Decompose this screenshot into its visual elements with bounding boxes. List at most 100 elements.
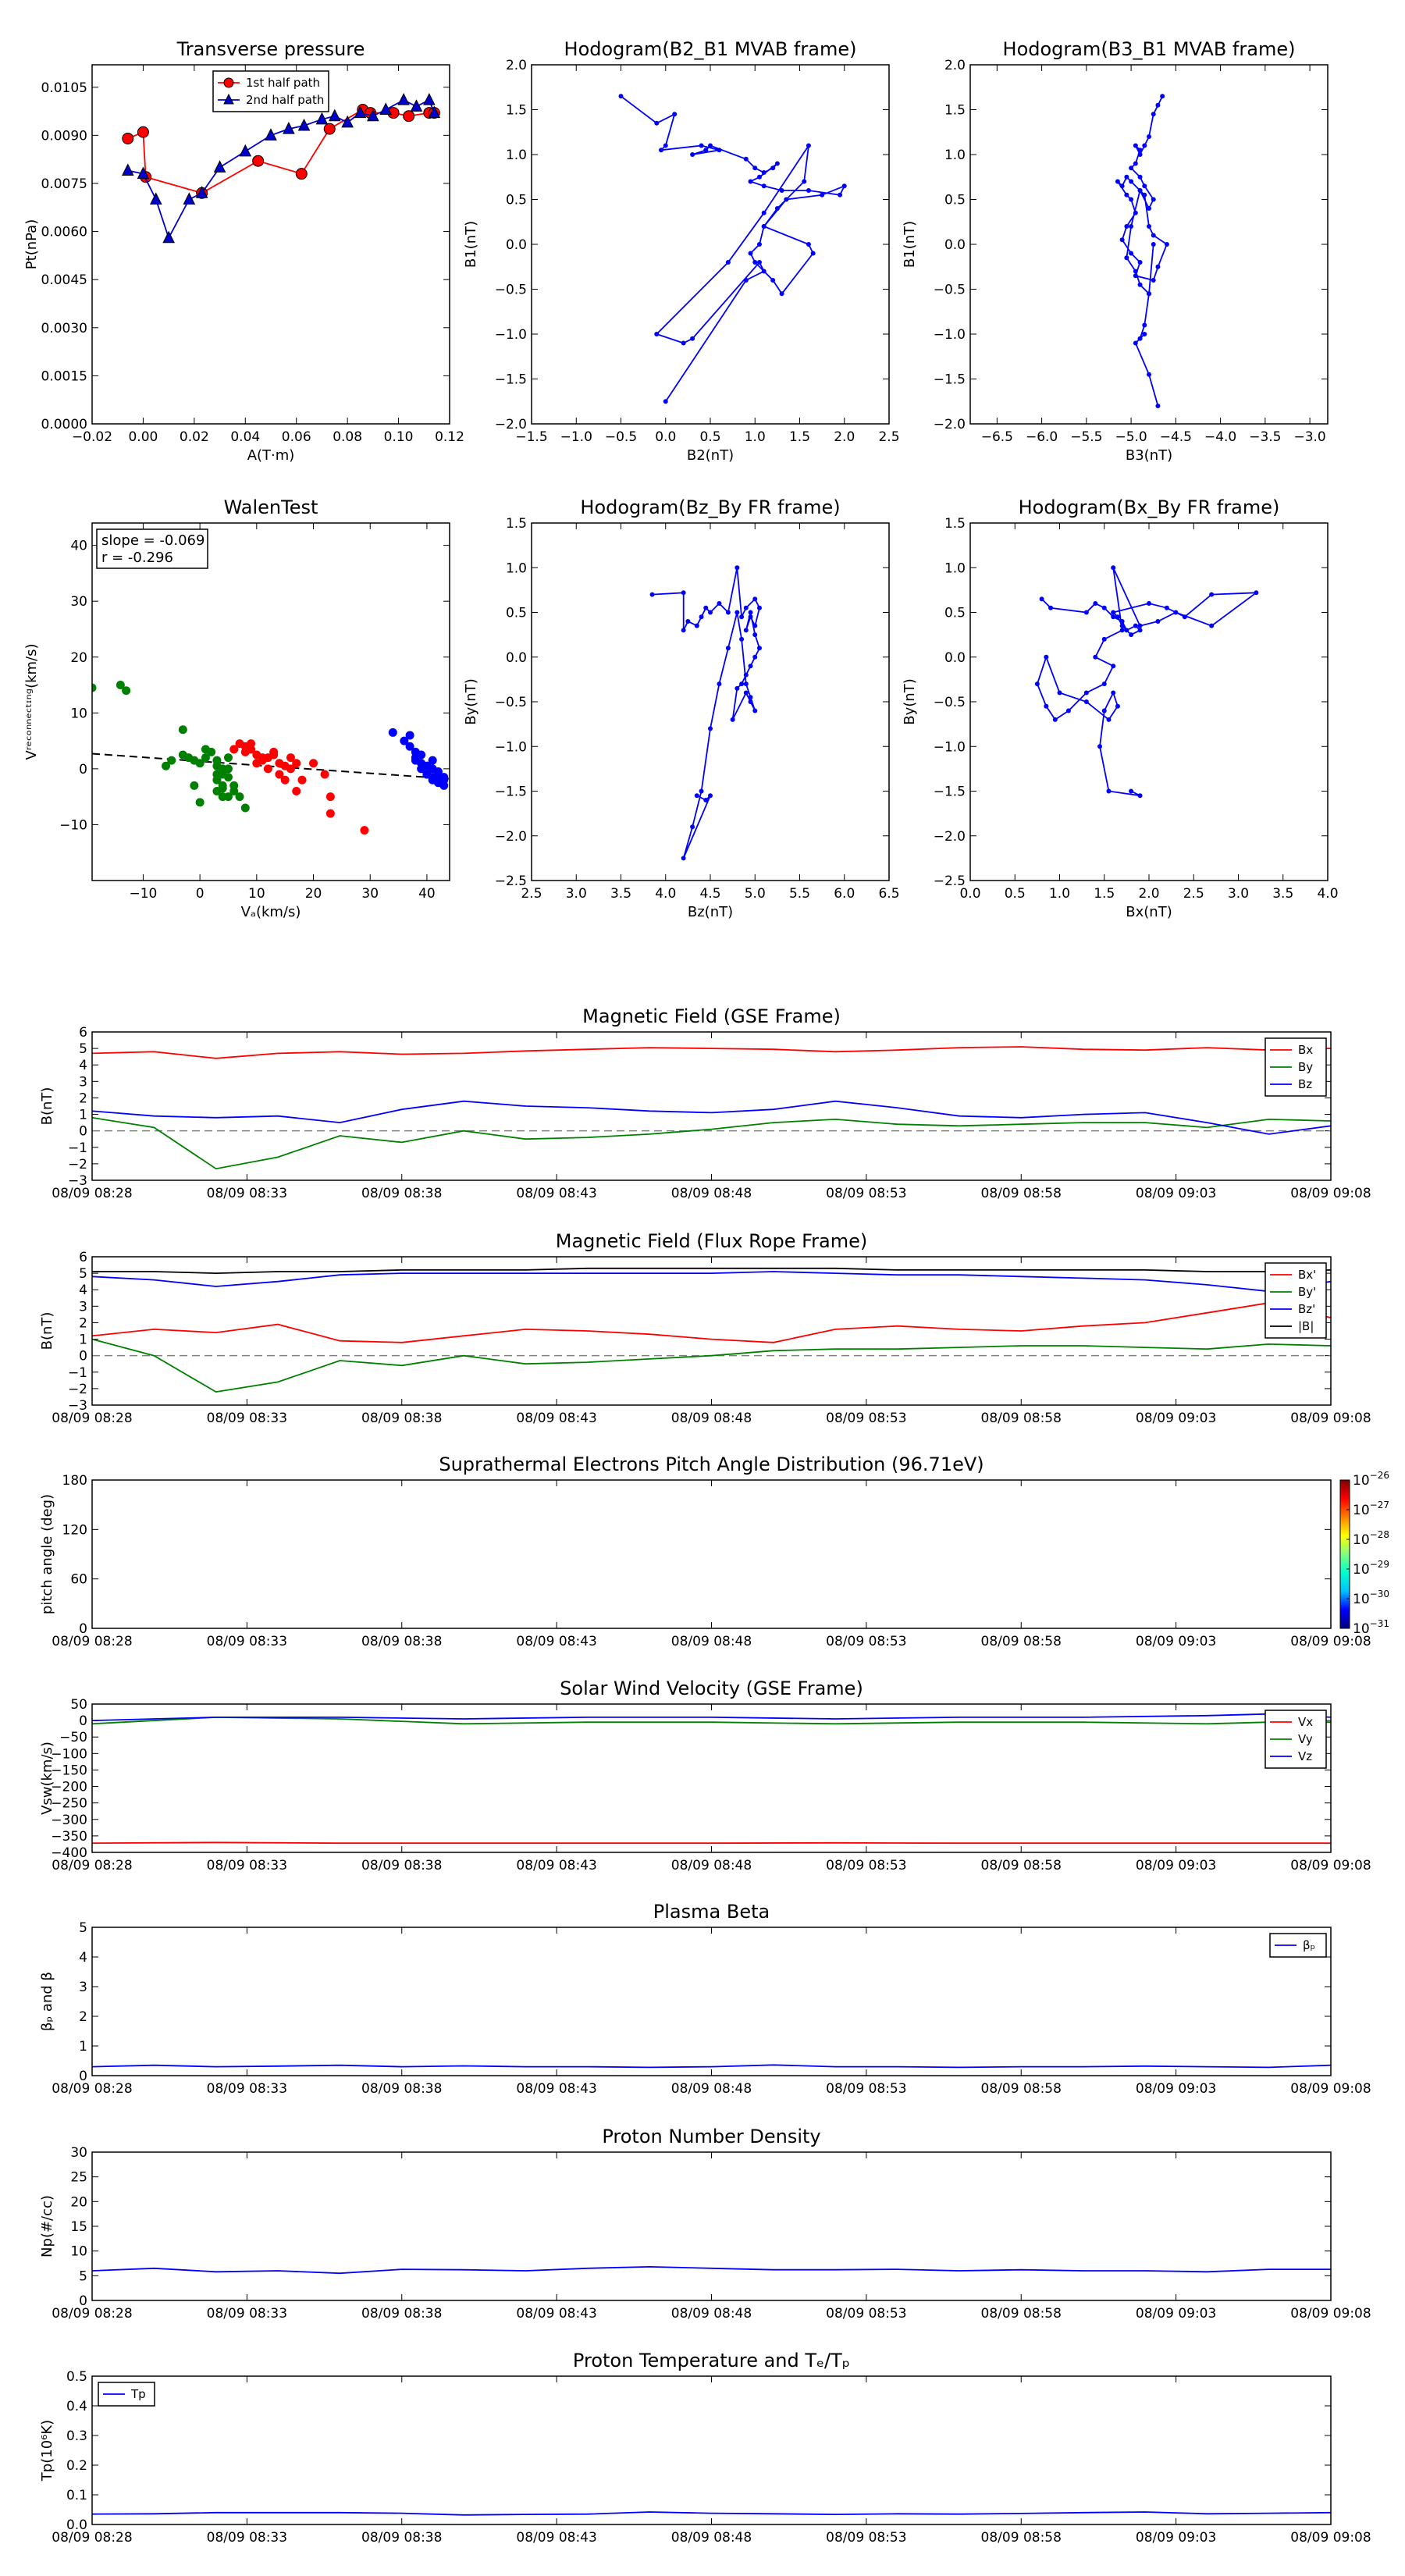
data-point [672, 112, 678, 117]
data-point [280, 775, 290, 785]
y-tick-label: 0 [79, 1124, 87, 1140]
x-tick-label: 1.0 [1049, 886, 1070, 902]
y-tick-label: 0.5 [506, 193, 527, 208]
y-tick-label: 0.3 [66, 2428, 87, 2444]
data-point [1147, 206, 1151, 211]
x-tick-label: 3.0 [1228, 886, 1249, 902]
data-point [690, 336, 695, 341]
series-line [92, 2265, 1331, 2275]
data-point [703, 148, 709, 153]
x-tick-label: 08/09 08:38 [361, 1634, 442, 1649]
x-tick-label: 08/09 08:28 [52, 1634, 132, 1649]
data-point [784, 197, 789, 202]
x-tick-label: 08/09 09:08 [1290, 1411, 1371, 1426]
x-tick-label: 08/09 09:08 [1290, 1634, 1371, 1649]
data-point [1209, 592, 1215, 597]
data-point [1083, 699, 1089, 704]
data-point [1151, 278, 1156, 283]
legend-marker [223, 77, 234, 88]
data-point [1142, 332, 1147, 336]
data-point [1254, 590, 1259, 596]
data-point [730, 717, 735, 722]
y-tick-label: 5 [79, 1041, 87, 1057]
data-point [725, 646, 731, 651]
data-point [423, 93, 436, 105]
data-point [774, 161, 780, 166]
data-point [1151, 197, 1156, 202]
y-tick-label: −50 [59, 1730, 87, 1745]
x-tick-label: 08/09 08:48 [671, 1858, 752, 1873]
plot-area [92, 2265, 1331, 2275]
data-point [806, 242, 811, 247]
x-tick-label: 4.0 [655, 886, 676, 902]
data-point [748, 610, 753, 615]
axes-frame [91, 522, 450, 881]
series-line [620, 95, 846, 402]
data-point [218, 792, 227, 802]
series-2nd half path [121, 93, 441, 244]
x-tick-label: 08/09 08:53 [826, 2081, 906, 2097]
data-point [1093, 601, 1098, 607]
data-point [183, 192, 196, 205]
data-point [761, 224, 767, 229]
series-line [1036, 567, 1259, 797]
series-line [92, 1271, 1331, 1293]
data-point [1129, 632, 1134, 638]
legend-marker [223, 93, 234, 105]
data-point [1209, 623, 1215, 628]
data-point [770, 165, 776, 171]
data-point [1164, 242, 1169, 247]
data-point [752, 708, 758, 713]
data-point [137, 166, 150, 180]
series-line [92, 2064, 1331, 2069]
data-point [1124, 628, 1129, 633]
series-line [92, 1046, 1331, 1059]
series-1 [229, 739, 369, 835]
x-tick-label: 08/09 09:03 [1136, 1186, 1216, 1201]
data-point [752, 632, 758, 638]
data-point [252, 155, 265, 167]
data-point [201, 753, 210, 763]
data-point [1147, 291, 1151, 297]
data-point [802, 179, 807, 184]
data-point [1142, 322, 1147, 328]
data-point [1119, 623, 1125, 628]
y-tick-label: −400 [51, 1845, 87, 1861]
data-point [752, 654, 758, 660]
data-point [1057, 690, 1062, 696]
legend-label: By' [1298, 1285, 1316, 1299]
series-Bz' [92, 1271, 1331, 1293]
colorbar-label: 10−28 [1353, 1529, 1389, 1548]
data-point [1173, 610, 1179, 615]
data-point [743, 605, 749, 610]
series-line [92, 1302, 1331, 1343]
data-point [433, 767, 443, 776]
x-tick-label: 08/09 08:28 [52, 1186, 132, 1201]
data-point [739, 636, 745, 642]
y-tick-label: 4 [79, 1283, 87, 1298]
x-tick-label: 08/09 08:28 [52, 2081, 132, 2097]
data-point [325, 809, 335, 818]
x-tick-label: 08/09 08:33 [207, 1858, 287, 1873]
y-tick-label: −2.0 [934, 829, 966, 845]
series-line [92, 1100, 1331, 1135]
x-tick-label: 08/09 09:08 [1290, 2081, 1371, 2097]
data-point [411, 756, 420, 765]
x-tick-label: 08/09 09:08 [1290, 2306, 1371, 2322]
series-line [127, 109, 435, 194]
data-point [341, 115, 354, 128]
x-tick-label: 2.0 [1138, 886, 1159, 902]
y-tick-label: −100 [51, 1746, 87, 1762]
y-tick-label: 1.5 [944, 516, 966, 532]
data-point [223, 753, 233, 763]
chart-tp: Transverse pressure −0.02 0.00 0.02 0.04 0.06… [23, 38, 464, 464]
data-point [1115, 703, 1120, 709]
axes-frame [91, 1031, 1332, 1181]
data-point [756, 242, 762, 247]
x-tick-label: 08/09 09:03 [1136, 1411, 1216, 1426]
axes-frame [91, 2375, 1332, 2525]
data-point [1129, 197, 1134, 202]
plot-area [649, 565, 762, 861]
x-tick-label: 0.10 [384, 429, 414, 445]
chart-beta: Plasma Beta 08/09 08:28 08/09 08:33 08/09 0… [39, 1901, 1371, 2097]
